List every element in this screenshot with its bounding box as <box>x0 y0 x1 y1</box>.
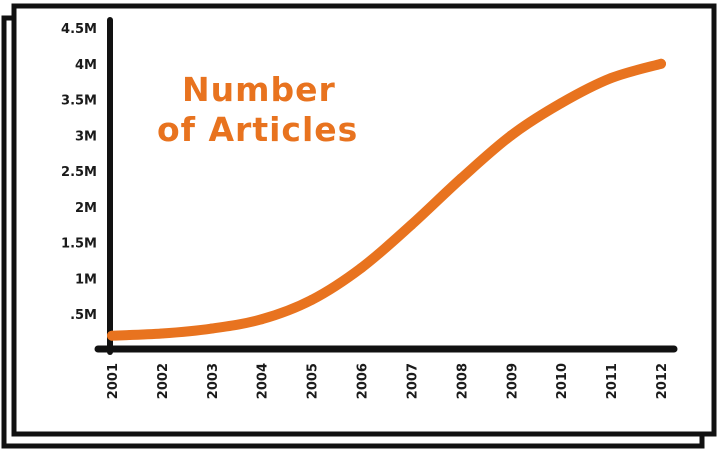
data-point-2009 <box>506 130 517 141</box>
data-point-2006 <box>356 262 367 273</box>
y-tick-label: 2M <box>75 201 97 216</box>
data-point-2004 <box>256 314 267 325</box>
x-tick-label: 2007 <box>405 363 420 399</box>
y-tick-labels: .5M 1M 1.5M 2M 2.5M 3M 3.5M 4M 4.5M <box>61 22 97 323</box>
y-tick-label: 1.5M <box>61 237 97 252</box>
data-point-2002 <box>156 328 167 339</box>
chart-title-line-2: of Articles <box>157 110 358 149</box>
x-tick-label: 2003 <box>206 363 221 399</box>
x-tick-label: 2005 <box>306 363 321 399</box>
data-point-2010 <box>556 98 567 109</box>
front-card-frame <box>11 3 717 437</box>
x-tick-label: 2008 <box>455 363 470 399</box>
x-tick-label: 2006 <box>356 363 371 399</box>
y-tick-label: 2.5M <box>61 165 97 180</box>
x-tick-label: 2001 <box>106 363 121 399</box>
x-tick-label: 2010 <box>555 363 570 399</box>
data-point-2012 <box>656 58 666 69</box>
y-tick-label: 4.5M <box>61 22 97 37</box>
data-point-2003 <box>206 323 217 334</box>
data-points <box>107 58 666 341</box>
y-tick-label: .5M <box>70 308 97 323</box>
x-tick-labels: 2001 2002 2003 2004 2005 2006 2007 2008 2009 2010… <box>106 363 670 399</box>
data-point-2011 <box>606 73 617 84</box>
data-point-2001 <box>107 330 117 341</box>
x-tick-label: 2009 <box>505 363 520 399</box>
y-tick-label: 3.5M <box>61 94 97 109</box>
x-tick-label: 2011 <box>605 363 620 399</box>
data-point-2008 <box>456 173 467 184</box>
data-point-2005 <box>306 294 317 305</box>
x-tick-label: 2002 <box>156 363 171 399</box>
y-tick-label: 3M <box>75 129 97 144</box>
data-point-2007 <box>406 219 417 230</box>
x-tick-label: 2012 <box>655 363 670 399</box>
chart-title-line-1: Number <box>182 70 336 109</box>
y-tick-label: 1M <box>75 272 97 287</box>
x-tick-label: 2004 <box>256 363 271 399</box>
y-tick-label: 4M <box>75 58 97 73</box>
